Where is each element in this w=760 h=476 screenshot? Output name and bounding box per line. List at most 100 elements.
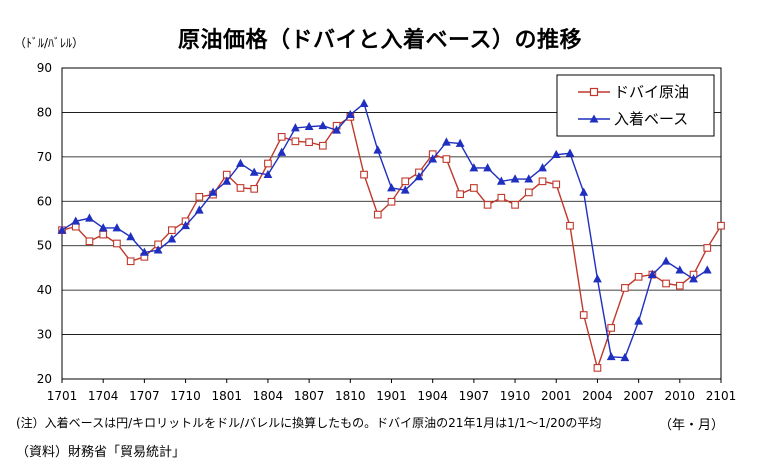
data-point (414, 172, 424, 181)
data-point (305, 138, 313, 147)
data-point (689, 274, 698, 283)
data-point (167, 226, 176, 235)
data-point (360, 170, 368, 179)
x-tick-label: 1801 (211, 389, 242, 403)
data-point (579, 187, 589, 196)
x-tick-label: 2001 (541, 389, 572, 403)
data-point (483, 200, 492, 209)
data-point (511, 200, 519, 209)
x-tick-label: 1804 (253, 389, 284, 403)
data-point (195, 192, 204, 201)
data-point (236, 158, 245, 167)
data-point (497, 193, 506, 202)
data-point (98, 223, 108, 232)
data-point (264, 159, 272, 168)
x-tick-label: 2101 (706, 389, 737, 403)
data-point (373, 145, 383, 154)
x-tick-label: 1901 (376, 389, 407, 403)
data-point (126, 257, 135, 266)
x-axis-ticks: 1701 1704 1707 1710 1801 1804 1807 1810 1901 1904… (47, 379, 737, 403)
data-point (85, 237, 94, 246)
data-point (71, 216, 81, 225)
x-tick-label: 1704 (88, 389, 119, 403)
data-point (607, 324, 616, 332)
legend-box (556, 74, 715, 137)
data-point (675, 281, 684, 290)
legend-marker-arrival (589, 114, 599, 123)
data-point (304, 121, 314, 131)
data-point (194, 205, 204, 214)
data-point (606, 351, 616, 361)
data-point (249, 167, 259, 176)
y-tick-label: 60 (37, 194, 52, 208)
data-point (621, 284, 629, 292)
y-tick-label: 30 (37, 328, 52, 342)
series-layer (57, 98, 725, 372)
y-tick-label: 90 (37, 61, 52, 75)
data-point (675, 265, 685, 274)
x-tick-label: 1904 (417, 389, 448, 403)
data-point (593, 274, 602, 283)
data-point (387, 183, 396, 192)
data-point (277, 147, 287, 156)
data-point (620, 352, 630, 362)
x-tick-label: 1910 (500, 389, 531, 403)
data-point (496, 176, 506, 185)
y-axis-unit-label: （ﾄﾞﾙ/ﾊﾞﾚﾙ） (14, 36, 85, 50)
x-tick-label: 2010 (665, 389, 696, 403)
data-point (579, 311, 588, 319)
data-point (661, 256, 671, 265)
data-point (428, 154, 438, 163)
line-chart: 20 30 40 50 60 70 80 90 1701 1704 1707 1710 1801 180… (37, 61, 737, 403)
data-point (236, 184, 245, 192)
data-point (250, 184, 259, 193)
data-point (551, 149, 561, 159)
data-point (593, 364, 602, 372)
data-point (524, 188, 533, 197)
data-point (538, 177, 547, 186)
data-point (470, 184, 478, 192)
data-point (510, 174, 520, 183)
data-point (112, 223, 122, 232)
data-point (401, 177, 410, 186)
data-point (442, 155, 451, 163)
x-tick-label: 1907 (459, 389, 490, 403)
data-point (455, 138, 465, 147)
x-tick-label: 2007 (623, 389, 654, 403)
data-point (57, 225, 67, 234)
data-point (662, 279, 670, 288)
data-point (717, 221, 725, 230)
data-point (153, 245, 163, 254)
data-point (208, 187, 218, 196)
data-point (647, 269, 657, 278)
data-point (634, 316, 644, 325)
x-tick-label: 1701 (47, 389, 78, 403)
data-point (139, 247, 149, 256)
data-point (291, 137, 300, 146)
x-tick-label: 1707 (129, 389, 160, 403)
y-tick-label: 80 (37, 105, 52, 119)
data-point (181, 220, 190, 230)
series-arrival (57, 98, 712, 362)
footnote: (注）入着ベースは円/キロリットルをドル/バレルに換算したもの。ドバイ原油の21… (16, 416, 602, 430)
data-point (483, 163, 493, 172)
data-point (318, 120, 328, 130)
data-point (634, 272, 643, 281)
y-axis-ticks: 20 30 40 50 60 70 80 90 (37, 61, 52, 386)
data-point (566, 221, 574, 230)
data-point (703, 244, 712, 252)
data-point (524, 174, 534, 183)
data-point (277, 133, 286, 141)
x-tick-label: 1710 (170, 389, 201, 403)
y-tick-label: 50 (37, 239, 52, 253)
data-point (373, 210, 382, 219)
data-point (442, 137, 451, 146)
chart-title: 原油価格（ドバイと入着ベース）の推移 (178, 28, 582, 53)
data-point (85, 213, 94, 222)
legend-label-arrival: 入着ベース (614, 110, 688, 128)
data-point (99, 230, 108, 239)
series-dubai (58, 113, 725, 372)
data-point (263, 169, 273, 179)
x-axis-unit-label: （年・月） (658, 418, 724, 433)
data-point (319, 141, 327, 150)
